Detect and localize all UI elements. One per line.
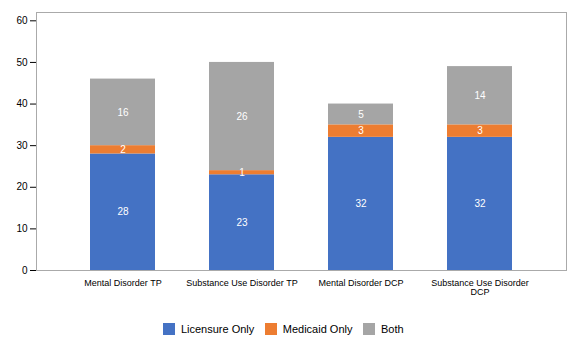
svg-text:Mental Disorder DCP: Mental Disorder DCP xyxy=(318,278,403,288)
svg-text:5: 5 xyxy=(358,109,364,120)
html-text:Medicaid Only: Medicaid Only xyxy=(282,322,353,335)
svg-text:3: 3 xyxy=(477,125,483,136)
svg-text:50: 50 xyxy=(16,57,28,68)
html-text:Licensure Only: Licensure Only xyxy=(180,322,255,335)
svg-text:28: 28 xyxy=(117,206,129,217)
svg-text:16: 16 xyxy=(117,107,129,118)
svg-text:Substance Use DisorderDCP: Substance Use DisorderDCP xyxy=(431,278,529,297)
svg-text:32: 32 xyxy=(355,198,367,209)
svg-text:Substance Use Disorder TP: Substance Use Disorder TP xyxy=(186,278,297,288)
svg-text:40: 40 xyxy=(16,98,28,109)
svg-text:10: 10 xyxy=(16,223,28,234)
svg-text:26: 26 xyxy=(236,111,248,122)
svg-text:2: 2 xyxy=(120,144,126,155)
svg-text:1: 1 xyxy=(239,167,245,178)
svg-text:Mental Disorder TP: Mental Disorder TP xyxy=(84,278,161,288)
svg-text:20: 20 xyxy=(16,181,28,192)
svg-text:32: 32 xyxy=(474,198,486,209)
html-text:Both: Both xyxy=(381,322,404,335)
svg-text:14: 14 xyxy=(474,90,486,101)
svg-text:3: 3 xyxy=(358,125,364,136)
svg-text:30: 30 xyxy=(16,140,28,151)
svg-text:60: 60 xyxy=(16,15,28,26)
svg-text:23: 23 xyxy=(236,217,248,228)
svg-text:0: 0 xyxy=(22,265,28,276)
